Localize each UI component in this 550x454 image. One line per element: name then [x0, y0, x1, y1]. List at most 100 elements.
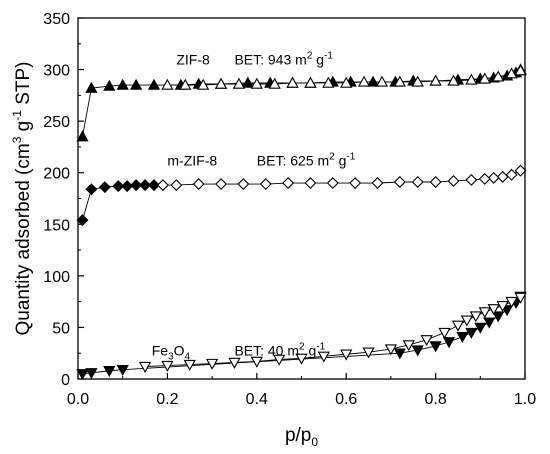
data-point	[161, 78, 174, 90]
data-point	[85, 368, 98, 380]
data-point	[429, 341, 442, 353]
data-point	[514, 164, 527, 177]
data-point	[447, 174, 460, 187]
data-point	[205, 358, 219, 370]
y-tick-label: 50	[52, 320, 70, 337]
data-point	[237, 178, 250, 191]
data-point	[447, 74, 460, 86]
x-axis-title-sub: 0	[311, 435, 318, 449]
data-point	[474, 322, 487, 334]
fe3o4-bet: BET: 40 m2 g-1	[234, 341, 325, 358]
data-point	[228, 357, 241, 369]
data-point	[469, 311, 482, 323]
data-point	[156, 179, 169, 192]
data-point	[456, 332, 469, 344]
y-axis-title: Quantity adsorbed (cm3 g-1 STP)	[10, 62, 34, 336]
data-point	[148, 179, 160, 192]
data-point	[487, 171, 500, 184]
zif8-bet: BET: 943 m2 g-1	[234, 50, 333, 67]
data-points	[76, 63, 527, 381]
y-tick-label: 350	[43, 11, 70, 28]
data-point	[183, 359, 196, 371]
data-point	[215, 178, 228, 191]
data-point	[76, 369, 89, 381]
data-point	[232, 77, 246, 89]
data-point	[429, 74, 442, 86]
data-point	[170, 179, 183, 192]
data-point	[465, 327, 478, 339]
x-tick-label: 0.2	[156, 391, 178, 408]
fe3o4-label: Fe3O4	[152, 342, 191, 362]
data-point	[411, 176, 424, 188]
data-point	[438, 327, 451, 339]
data-point	[487, 304, 500, 316]
data-point	[295, 353, 308, 365]
data-point	[76, 130, 89, 142]
data-point	[273, 354, 286, 366]
data-point	[465, 73, 478, 85]
data-point	[85, 81, 98, 93]
data-point	[76, 214, 89, 227]
data-point	[250, 356, 263, 368]
data-point	[460, 315, 474, 327]
data-point	[179, 78, 192, 90]
data-point	[478, 307, 491, 319]
y-axis-title-post: STP)	[13, 62, 34, 111]
data-point	[505, 168, 518, 181]
data-point	[496, 301, 509, 313]
y-axis-title-sup1: 3	[10, 136, 24, 143]
y-tick-label: 0	[61, 372, 70, 389]
data-point	[340, 76, 353, 88]
y-axis-title-pre: Quantity adsorbed (cm	[13, 143, 34, 335]
x-tick-label: 0.4	[246, 391, 268, 408]
data-point	[402, 340, 415, 352]
data-point	[411, 75, 424, 87]
data-point	[393, 75, 406, 87]
y-axis-title-mid: g	[13, 121, 34, 137]
x-tick-label: 1.0	[514, 391, 536, 408]
data-point	[492, 70, 505, 82]
data-point	[340, 349, 353, 361]
data-point	[192, 178, 205, 191]
data-point	[429, 176, 442, 188]
data-point	[375, 75, 389, 87]
data-point	[393, 348, 406, 360]
data-point	[250, 77, 263, 89]
x-axis-title: p/p0	[285, 425, 318, 449]
data-point	[483, 317, 496, 329]
data-point	[138, 361, 152, 373]
axis-ticks: 0.0 0.2 0.4 0.6 0.8 1.0 0 50 100 150 200 250 300 350	[43, 11, 536, 408]
data-point	[362, 347, 375, 359]
x-axis-title-base: p/p	[285, 425, 311, 446]
data-point	[268, 77, 281, 89]
data-point	[442, 337, 456, 349]
y-tick-label: 300	[43, 63, 70, 80]
y-tick-label: 250	[43, 114, 70, 131]
data-point	[420, 335, 433, 347]
data-point	[505, 296, 518, 308]
data-point	[317, 351, 330, 363]
data-point	[197, 78, 210, 90]
data-point	[451, 320, 465, 332]
data-point	[505, 67, 518, 79]
data-point	[514, 64, 527, 76]
data-point	[259, 178, 272, 191]
data-point	[116, 78, 129, 90]
data-point	[322, 76, 335, 88]
data-point	[241, 76, 254, 88]
data-point	[98, 181, 111, 194]
y-axis-title-sup2: -1	[10, 110, 24, 121]
data-point	[304, 76, 317, 88]
mzif8-label: m-ZIF-8	[167, 152, 217, 168]
data-point	[147, 78, 161, 90]
data-point	[304, 177, 317, 190]
data-point	[465, 173, 478, 186]
mzif8-bet: BET: 625 m2 g-1	[257, 151, 356, 168]
data-point	[357, 75, 371, 87]
data-point	[326, 177, 339, 190]
x-tick-label: 0.6	[335, 391, 357, 408]
data-point	[130, 179, 143, 192]
data-point	[411, 345, 424, 357]
data-point	[103, 79, 116, 91]
